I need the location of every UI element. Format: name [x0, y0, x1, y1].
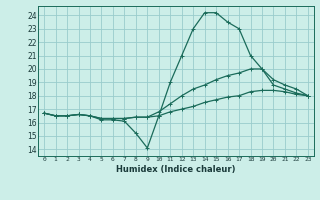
X-axis label: Humidex (Indice chaleur): Humidex (Indice chaleur)	[116, 165, 236, 174]
